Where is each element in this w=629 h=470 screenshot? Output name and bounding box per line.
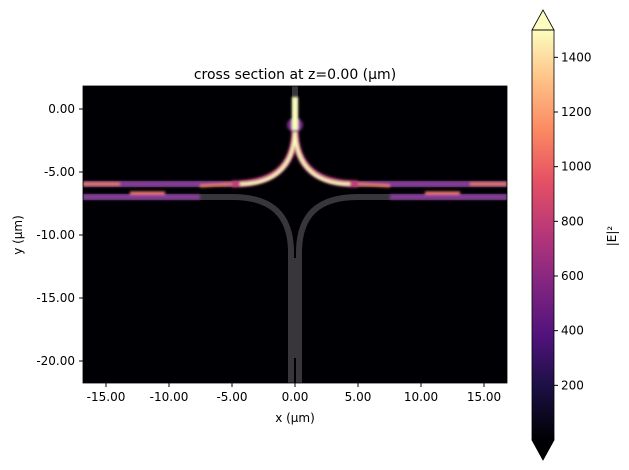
x-tick-label: 5.00 [345, 390, 372, 404]
colorbar: 200 400 600 800 1000 1200 1400 |E|² [531, 9, 619, 461]
plot-area [83, 86, 507, 383]
x-axis-label: x (µm) [275, 411, 315, 425]
y-axis-label: y (µm) [11, 215, 25, 255]
colorbar-tick-label: 1000 [561, 160, 592, 174]
colorbar-tick-label: 1200 [561, 105, 592, 119]
y-tick-label: 0.00 [48, 102, 75, 116]
y-tick-label: -5.00 [44, 165, 75, 179]
lower-right-arm [296, 194, 507, 383]
colorbar-label: |E|² [605, 226, 619, 247]
x-tick-label: -15.00 [87, 390, 126, 404]
y-tick-label: -10.00 [36, 228, 75, 242]
y-tick-label: -15.00 [36, 291, 75, 305]
y-axis: 0.00 -5.00 -10.00 -15.00 -20.00 [36, 102, 83, 368]
lower-left-arm [83, 194, 294, 383]
y-tick-label: -20.00 [36, 354, 75, 368]
colorbar-tick-label: 200 [561, 378, 584, 392]
colorbar-extend-top [531, 9, 555, 31]
field-intensity [83, 97, 507, 200]
colorbar-gradient [532, 30, 554, 440]
x-tick-label: 0.00 [282, 390, 309, 404]
x-tick-label: 15.00 [467, 390, 501, 404]
x-tick-label: 10.00 [404, 390, 438, 404]
field-hot-left [83, 182, 233, 195]
colorbar-tick-label: 800 [561, 214, 584, 228]
x-tick-label: -5.00 [216, 390, 247, 404]
colorbar-tick-label: 1400 [561, 50, 592, 64]
x-axis: -15.00 -10.00 -5.00 0.00 5.00 10.00 15.00 [87, 383, 501, 404]
colorbar-frame [531, 29, 555, 441]
chart-title: cross section at z=0.00 (µm) [194, 67, 396, 83]
x-tick-label: -10.00 [150, 390, 189, 404]
colorbar-tick-label: 400 [561, 324, 584, 338]
colorbar-extend-bottom [531, 439, 555, 461]
colorbar-tick-label: 600 [561, 269, 584, 283]
trunk-waveguide [288, 258, 302, 358]
field-hot-right [357, 182, 507, 195]
